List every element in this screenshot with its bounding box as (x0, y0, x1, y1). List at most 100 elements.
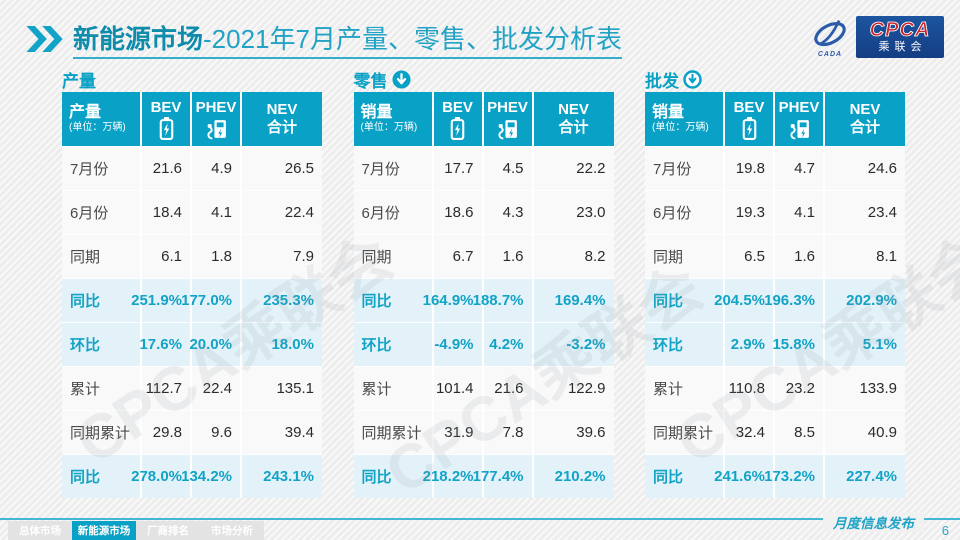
cell-bev: 164.9% (423, 279, 482, 322)
production-table: 产量 产量 (单位：万辆) BEV PHEV (62, 66, 322, 498)
col-bev-label: BEV (442, 98, 473, 116)
cell-bev: -4.9% (433, 323, 482, 366)
row-label: 同期 (645, 235, 723, 278)
first-col-title: 销量 (360, 104, 393, 121)
cell-nev: 22.2 (533, 147, 614, 190)
swoosh-caption: CADA (817, 51, 843, 58)
cpca-logo: CADA CPCA 乘联会 (809, 16, 944, 58)
col-header-nev: NEV 合计 (533, 92, 614, 146)
col-bev-label: BEV (733, 98, 765, 116)
section-header: 批发 (645, 66, 905, 92)
title-subject: -2021年7月产量、零售、批发分析表 (203, 24, 622, 54)
cell-bev: 112.7 (142, 367, 190, 410)
cell-nev: -3.2% (533, 323, 614, 366)
cell-bev: 110.8 (725, 367, 773, 410)
row-label: 同期 (353, 235, 432, 278)
col-header-phev: PHEV (775, 92, 823, 146)
section-header: 零售 (354, 66, 614, 92)
cell-bev: 2.9% (725, 323, 773, 366)
cell-bev: 18.4 (142, 191, 190, 234)
footer-tab[interactable]: 总体市场 (8, 521, 72, 540)
first-col-header: 销量 (单位：万辆) (353, 92, 432, 146)
section-header: 产量 (62, 66, 322, 92)
row-label: 环比 (645, 323, 723, 366)
cell-nev: 235.3% (242, 279, 322, 322)
cell-phev: 177.0% (181, 279, 240, 322)
cell-nev: 210.2% (533, 455, 614, 498)
col-header-bev: BEV (433, 92, 482, 146)
col-nev-line2: 合计 (849, 119, 880, 136)
battery-icon (159, 116, 173, 140)
cell-bev: 17.7 (433, 147, 482, 190)
cell-bev: 204.5% (714, 279, 773, 322)
cell-bev: 6.7 (433, 235, 482, 278)
cell-phev: 4.7 (775, 147, 823, 190)
row-label: 同期累计 (62, 411, 140, 454)
row-label: 同期累计 (645, 411, 723, 454)
cell-bev: 29.8 (142, 411, 190, 454)
row-label: 环比 (353, 323, 432, 366)
cell-phev: 188.7% (473, 279, 532, 322)
col-nev-line1: NEV (849, 101, 881, 118)
footer-tab[interactable]: 厂商排名 (136, 521, 200, 540)
cell-phev: 1.8 (192, 235, 240, 278)
cell-phev: 21.6 (483, 367, 532, 410)
col-header-nev: NEV 合计 (242, 92, 322, 146)
col-nev-line1: NEV (558, 101, 589, 118)
cell-nev: 133.9 (825, 367, 905, 410)
cell-nev: 39.4 (242, 411, 322, 454)
col-header-bev: BEV (142, 92, 190, 146)
down-arrow-outline-icon (683, 69, 702, 89)
row-label: 6月份 (62, 191, 140, 234)
cell-nev: 122.9 (533, 367, 614, 410)
cell-nev: 40.9 (825, 411, 905, 454)
cell-bev: 21.6 (142, 147, 190, 190)
cell-phev: 9.6 (192, 411, 240, 454)
col-nev-line2: 合计 (558, 119, 589, 136)
row-label: 7月份 (62, 147, 140, 190)
cell-phev: 173.2% (764, 455, 823, 498)
col-phev-label: PHEV (195, 98, 237, 116)
cell-bev: 18.6 (433, 191, 482, 234)
bottom-tabs: 总体市场 新能源市场 厂商排名 市场分析 (8, 521, 264, 540)
cell-phev: 4.2% (483, 323, 532, 366)
footer-tab[interactable]: 新能源市场 (72, 521, 136, 540)
col-phev-label: PHEV (778, 98, 820, 116)
cpca-swoosh-icon: CADA (809, 16, 851, 58)
battery-icon (742, 116, 756, 140)
row-label: 7月份 (645, 147, 723, 190)
col-phev-label: PHEV (487, 98, 528, 116)
row-label: 累计 (645, 367, 723, 410)
footer-tab[interactable]: 市场分析 (200, 521, 264, 540)
cell-phev: 134.2% (181, 455, 240, 498)
cell-nev: 23.4 (825, 191, 905, 234)
first-col-title: 产量 (69, 104, 102, 121)
cell-nev: 22.4 (242, 191, 322, 234)
table-grid: 产量 (单位：万辆) BEV PHEV NEV 合计 7月份 21. (62, 92, 322, 498)
cell-bev: 19.8 (725, 147, 773, 190)
cell-phev: 23.2 (775, 367, 823, 410)
cell-nev: 24.6 (825, 147, 905, 190)
cell-phev: 177.4% (473, 455, 532, 498)
row-label: 同比 (353, 279, 432, 322)
section-label: 零售 (353, 71, 388, 91)
tables-area: 产量 产量 (单位：万辆) BEV PHEV (62, 66, 905, 498)
first-col-header: 销量 (单位：万辆) (645, 92, 723, 146)
cell-bev: 278.0% (131, 455, 190, 498)
col-header-phev: PHEV (483, 92, 532, 146)
page-title: 新能源市场-2021年7月产量、零售、批发分析表 (73, 24, 622, 59)
cell-phev: 20.0% (189, 323, 240, 366)
row-label: 环比 (62, 323, 140, 366)
row-label: 6月份 (353, 191, 432, 234)
cell-bev: 19.3 (725, 191, 773, 234)
col-bev-label: BEV (150, 98, 182, 116)
footer-divider (0, 517, 960, 520)
cell-bev: 6.5 (725, 235, 773, 278)
cpca-logo-box: CPCA 乘联会 (856, 16, 944, 58)
cell-phev: 22.4 (192, 367, 240, 410)
retail-table: 零售 销量 (单位：万辆) BEV PHEV (353, 66, 614, 498)
cell-nev: 7.9 (242, 235, 322, 278)
cell-bev: 251.9% (131, 279, 190, 322)
cell-nev: 39.6 (533, 411, 614, 454)
